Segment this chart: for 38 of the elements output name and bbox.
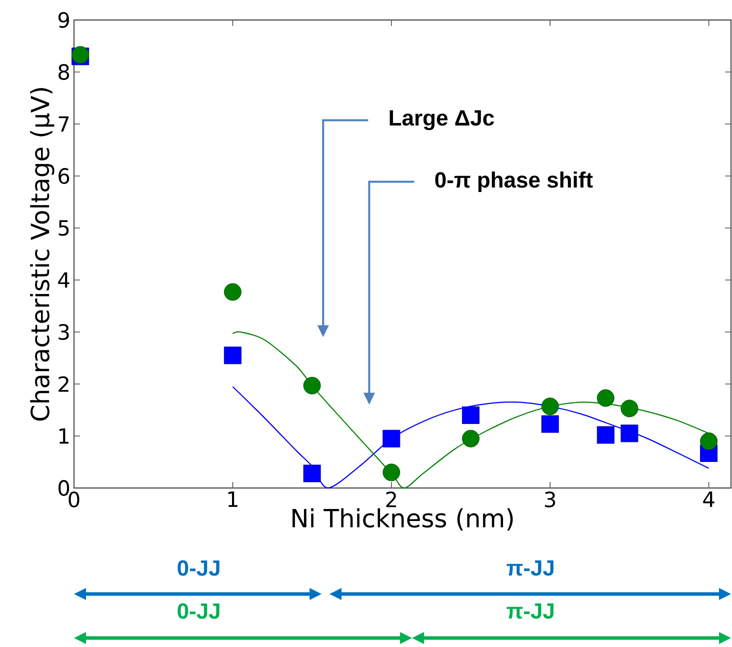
x-tick-label: 0	[68, 492, 80, 508]
y-tick-label: 0	[58, 480, 70, 496]
y-tick-label: 8	[58, 64, 70, 80]
y-tick-label: 5	[58, 220, 69, 236]
point	[224, 283, 242, 301]
text: 0-JJ	[178, 603, 220, 619]
point	[620, 424, 638, 442]
point	[596, 426, 614, 444]
x-tick-label: 1	[228, 492, 238, 507]
y-tick-label: 6	[58, 168, 70, 184]
point	[541, 398, 559, 416]
annotation: 0-π phase shift	[435, 172, 593, 192]
point	[382, 430, 400, 448]
point	[700, 432, 718, 450]
y-tick-label: 1	[59, 428, 69, 444]
x-axis-title: Ni Thickness (nm)	[292, 508, 513, 531]
text: π-JJ	[506, 560, 554, 576]
point	[596, 389, 614, 407]
point	[541, 415, 559, 433]
point	[303, 376, 321, 394]
point	[462, 406, 480, 424]
y-tick-label: 3	[58, 324, 69, 340]
point	[462, 430, 480, 448]
text: π-JJ	[506, 603, 554, 619]
point	[224, 346, 242, 364]
x-tick-label: 3	[545, 492, 556, 508]
annotation: Large ΔJc	[390, 110, 494, 130]
y-axis-title: Characteristic Voltage (μV)	[30, 88, 54, 421]
x-tick-label: 4	[703, 492, 714, 507]
y-tick-label: 2	[58, 376, 68, 392]
text: 0-JJ	[178, 560, 220, 576]
point	[620, 400, 638, 418]
point	[303, 464, 321, 482]
y-tick-label: 4	[58, 272, 70, 288]
point	[382, 464, 400, 482]
y-tick-label: 9	[58, 12, 70, 28]
y-tick-label: 7	[58, 116, 69, 132]
x-tick-label: 2	[386, 492, 396, 508]
